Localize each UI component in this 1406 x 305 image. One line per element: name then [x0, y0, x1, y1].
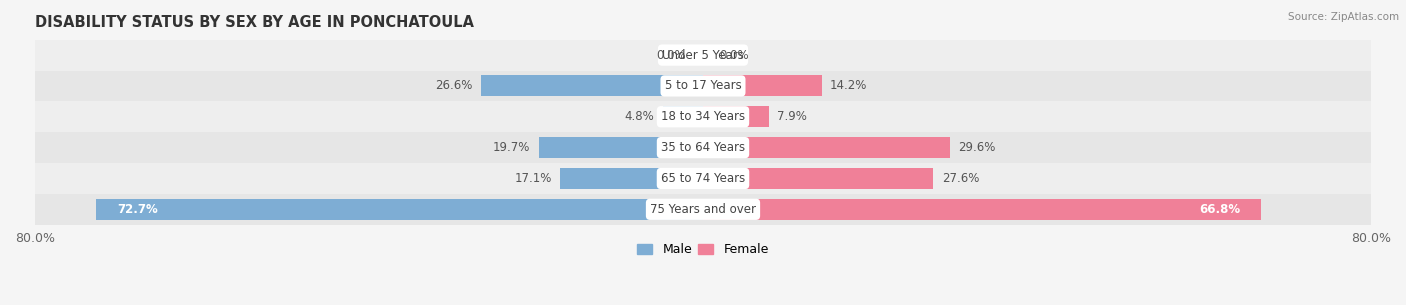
Text: 65 to 74 Years: 65 to 74 Years	[661, 172, 745, 185]
Text: Source: ZipAtlas.com: Source: ZipAtlas.com	[1288, 12, 1399, 22]
Legend: Male, Female: Male, Female	[633, 239, 773, 261]
Bar	[35, 194, 1371, 225]
Text: 0.0%: 0.0%	[720, 48, 749, 62]
Text: DISABILITY STATUS BY SEX BY AGE IN PONCHATOULA: DISABILITY STATUS BY SEX BY AGE IN PONCH…	[35, 15, 474, 30]
Text: 75 Years and over: 75 Years and over	[650, 203, 756, 216]
Text: 0.0%: 0.0%	[657, 48, 686, 62]
Text: 35 to 64 Years: 35 to 64 Years	[661, 141, 745, 154]
Bar	[35, 101, 1371, 132]
Text: 27.6%: 27.6%	[942, 172, 979, 185]
Bar	[35, 70, 1371, 101]
Bar	[35, 40, 1371, 70]
Text: 4.8%: 4.8%	[624, 110, 655, 123]
Text: 66.8%: 66.8%	[1199, 203, 1240, 216]
Bar	[703, 106, 769, 127]
Bar	[703, 75, 821, 96]
Text: 17.1%: 17.1%	[515, 172, 553, 185]
Bar	[662, 106, 703, 127]
Bar	[560, 168, 703, 189]
Text: 26.6%: 26.6%	[436, 79, 472, 92]
Text: 29.6%: 29.6%	[959, 141, 995, 154]
Text: Under 5 Years: Under 5 Years	[662, 48, 744, 62]
Text: 18 to 34 Years: 18 to 34 Years	[661, 110, 745, 123]
Bar	[538, 137, 703, 158]
Text: 14.2%: 14.2%	[830, 79, 868, 92]
Bar	[481, 75, 703, 96]
Text: 5 to 17 Years: 5 to 17 Years	[665, 79, 741, 92]
Bar	[703, 199, 1261, 220]
Bar	[35, 132, 1371, 163]
Text: 19.7%: 19.7%	[492, 141, 530, 154]
Bar	[96, 199, 703, 220]
Bar	[703, 137, 950, 158]
Bar	[35, 163, 1371, 194]
Bar	[703, 168, 934, 189]
Text: 7.9%: 7.9%	[778, 110, 807, 123]
Text: 72.7%: 72.7%	[117, 203, 157, 216]
